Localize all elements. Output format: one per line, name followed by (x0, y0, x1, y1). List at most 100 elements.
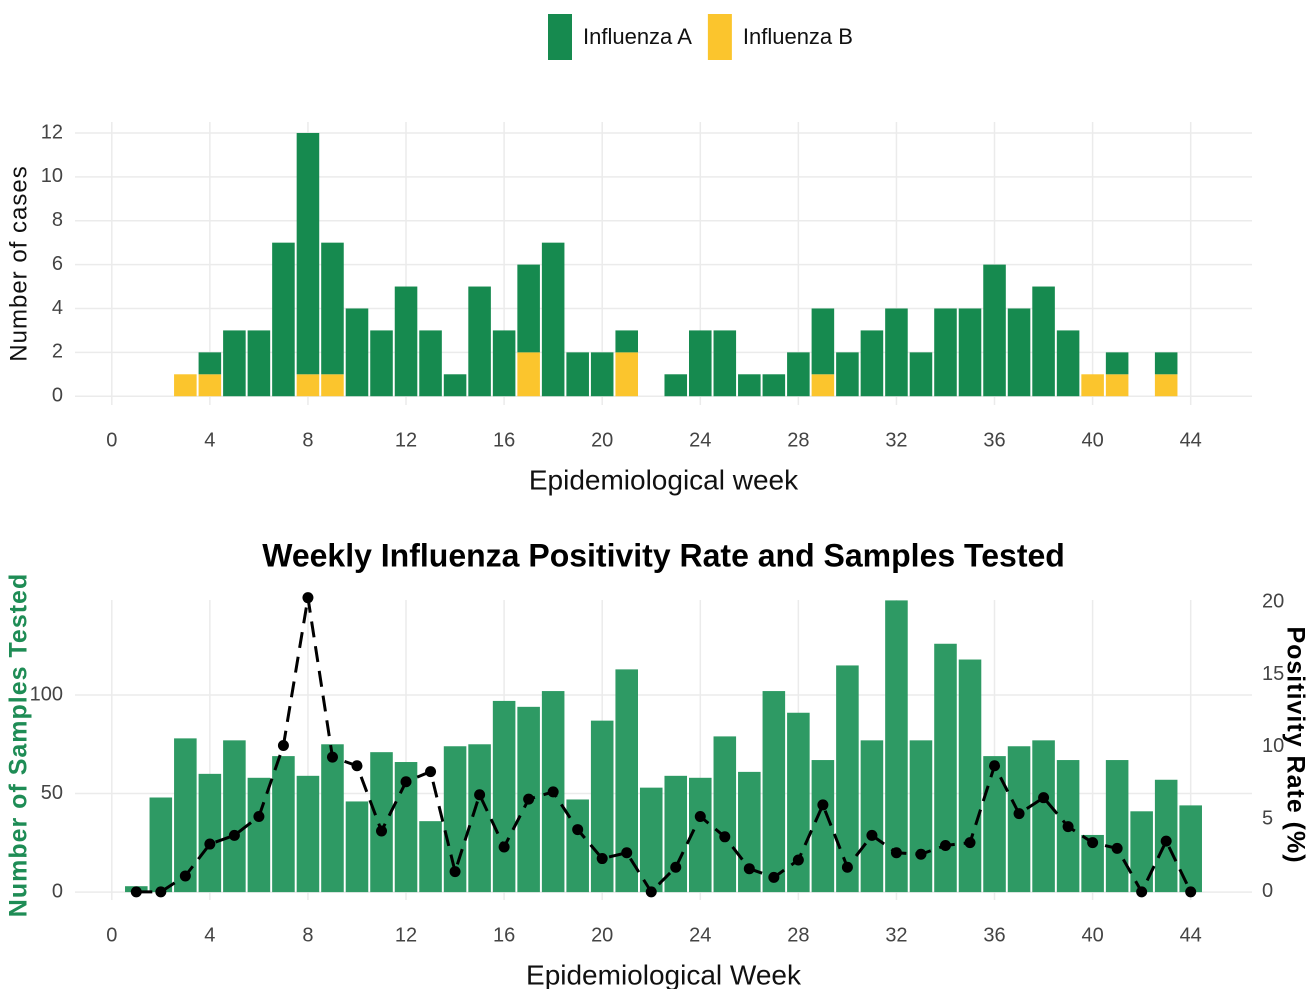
bar-segment (443, 374, 467, 397)
positivity-point (939, 840, 951, 852)
bar (272, 756, 295, 893)
positivity-point (866, 829, 878, 841)
positivity-point (572, 824, 584, 836)
y-tick-label: 100 (30, 683, 63, 705)
positivity-point (277, 740, 289, 752)
y2-axis-title: Positivity Rate (%) (1281, 626, 1307, 863)
bar-segment (590, 352, 614, 397)
bar (1179, 805, 1202, 893)
bar-segment (198, 374, 222, 397)
y-tick-label: 4 (52, 297, 63, 319)
bar-segment (860, 330, 884, 397)
positivity-point (841, 861, 853, 873)
x-tick-label: 24 (689, 429, 711, 451)
bar-segment (1105, 374, 1129, 397)
legend-label: Influenza B (743, 24, 853, 49)
x-tick-label: 4 (204, 924, 215, 946)
bar (394, 762, 418, 893)
bar (1007, 746, 1031, 893)
x-axis-title: Epidemiological Week (526, 959, 802, 989)
y2-tick-label: 20 (1262, 590, 1284, 612)
bar (419, 821, 442, 893)
positivity-point (130, 886, 142, 898)
bar (174, 738, 197, 893)
bar (983, 756, 1006, 893)
x-tick-label: 32 (885, 924, 907, 946)
y-tick-label: 50 (41, 782, 63, 804)
bar (860, 740, 884, 893)
bar-segment (885, 308, 908, 397)
y-tick-label: 12 (41, 121, 63, 143)
bar-segment (517, 264, 540, 353)
legend-swatch (707, 14, 732, 60)
bar (787, 712, 810, 893)
bar (492, 700, 516, 893)
positivity-point (890, 847, 902, 859)
bar (811, 760, 835, 893)
legend-swatch (548, 14, 572, 60)
positivity-point (792, 854, 804, 866)
bar-segment (247, 330, 271, 397)
positivity-point (1038, 792, 1050, 804)
positivity-point (449, 866, 461, 878)
bar-segment (321, 242, 344, 375)
bar (958, 659, 982, 893)
bar (909, 740, 933, 893)
x-tick-label: 8 (302, 924, 313, 946)
y-axis-title: Number of Samples Tested (5, 573, 33, 917)
bar-segment (615, 330, 638, 353)
positivity-point (400, 776, 412, 788)
x-tick-label: 24 (689, 924, 711, 946)
bar-segment (811, 374, 835, 397)
bar (296, 775, 320, 893)
bar-segment (738, 374, 761, 397)
bar (639, 787, 663, 893)
bar (566, 799, 589, 893)
positivity-point (179, 870, 191, 882)
x-tick-label: 12 (395, 429, 417, 451)
bar-segment (468, 286, 491, 397)
positivity-point (817, 799, 829, 811)
bar-segment (787, 352, 810, 397)
positivity-point (1136, 886, 1148, 898)
x-tick-label: 36 (983, 429, 1005, 451)
bar-segment (1032, 286, 1055, 397)
positivity-point (1062, 821, 1074, 833)
x-tick-label: 44 (1180, 429, 1202, 451)
positivity-point (302, 592, 314, 604)
bar (615, 669, 638, 893)
bar-segment (1007, 308, 1031, 397)
bar (1032, 740, 1055, 893)
x-tick-label: 20 (591, 924, 613, 946)
bar (370, 752, 393, 893)
bar (345, 801, 369, 893)
bar-segment (272, 242, 295, 397)
x-tick-label: 40 (1081, 924, 1103, 946)
y2-tick-label: 10 (1262, 735, 1284, 757)
chart-title: Weekly Influenza Positivity Rate and Sam… (262, 537, 1065, 573)
bar-segment (541, 242, 565, 397)
positivity-point (1013, 808, 1025, 820)
x-tick-label: 12 (395, 924, 417, 946)
x-tick-label: 32 (885, 429, 907, 451)
bar (713, 736, 737, 893)
positivity-point (596, 853, 608, 865)
positivity-point (719, 831, 731, 843)
positivity-point (376, 825, 388, 837)
positivity-point (670, 861, 682, 873)
bar (321, 744, 344, 893)
bar-segment (1154, 374, 1178, 397)
positivity-point (474, 789, 486, 801)
x-tick-label: 40 (1081, 429, 1103, 451)
bar-segment (223, 330, 246, 397)
y-tick-label: 6 (52, 253, 63, 275)
bar-segment (394, 286, 418, 397)
bar (198, 773, 222, 893)
y-tick-label: 0 (52, 385, 63, 407)
y-axis-title: Number of cases (5, 165, 32, 361)
bar-segment (713, 330, 737, 397)
bar-segment (664, 374, 688, 397)
x-tick-label: 36 (983, 924, 1005, 946)
positivity-point (645, 886, 657, 898)
bar (149, 797, 173, 893)
